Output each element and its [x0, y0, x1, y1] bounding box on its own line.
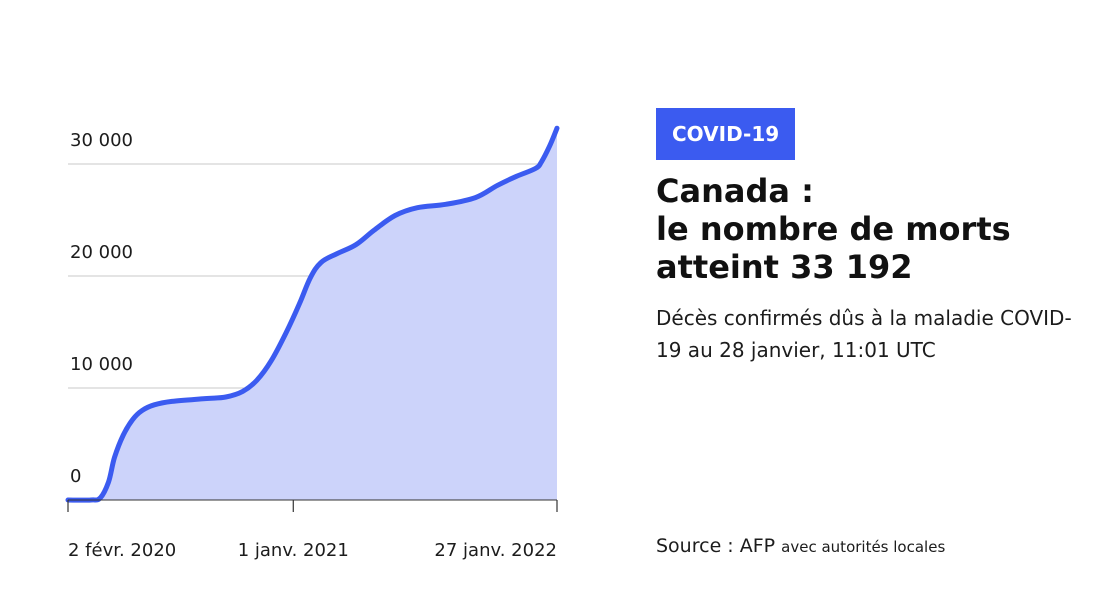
- chart-title: Canada : le nombre de morts atteint 33 1…: [656, 172, 1086, 286]
- y-tick-label: 30 000: [70, 130, 133, 151]
- x-axis-ticks: 2 févr. 2020 1 janv. 2021 27 janv. 2022: [67, 500, 558, 561]
- chart-subtitle: Décès confirmés dûs à la maladie COVID-1…: [656, 306, 1072, 362]
- x-tick-label: 2 févr. 2020: [68, 540, 176, 561]
- y-tick-label: 0: [70, 466, 81, 487]
- title-line-2: le nombre de morts: [656, 210, 1011, 248]
- y-axis-tick-labels: 0 10 000 20 000 30 000: [70, 130, 133, 487]
- y-tick-label: 10 000: [70, 354, 133, 375]
- source-detail: avec autorités locales: [781, 538, 946, 556]
- source-note: Source : AFP avec autorités locales: [656, 535, 945, 557]
- x-tick-label: 1 janv. 2021: [238, 540, 349, 561]
- topic-badge-label: COVID-19: [672, 122, 780, 146]
- series-line: [65, 125, 560, 503]
- title-line-1: Canada :: [656, 172, 814, 210]
- title-line-3: atteint 33 192: [656, 248, 913, 286]
- source-label: Source : AFP: [656, 535, 776, 557]
- topic-badge: COVID-19: [656, 108, 796, 160]
- x-tick-label: 27 janv. 2022: [434, 540, 557, 561]
- series-area: [68, 128, 557, 501]
- y-tick-label: 20 000: [70, 242, 133, 263]
- line-chart: 0 10 000 20 000 30 000 2 févr. 2020 1 janv. …: [65, 125, 560, 561]
